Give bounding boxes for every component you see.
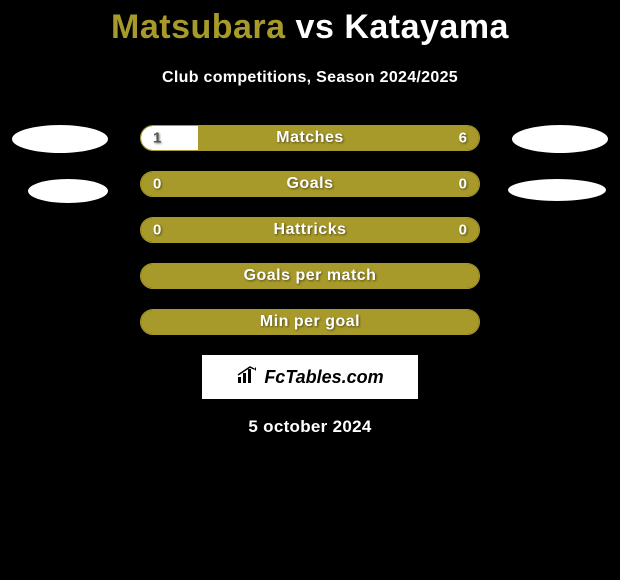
stat-value-right: 0 (459, 222, 467, 239)
logo-placeholder-icon (12, 125, 108, 153)
stat-value-right: 6 (459, 130, 467, 147)
player2-name: Katayama (344, 8, 509, 46)
stat-label: Min per goal (260, 313, 360, 331)
branding-badge: FcTables.com (202, 355, 418, 399)
team-logo-left (12, 125, 108, 203)
subtitle-text: Club competitions, Season 2024/2025 (0, 69, 620, 87)
stat-label: Hattricks (274, 221, 347, 239)
stat-row: Min per goal (140, 309, 480, 335)
stat-value-left: 0 (153, 222, 161, 239)
stat-value-right: 0 (459, 176, 467, 193)
stat-row: Goals 0 0 (140, 171, 480, 197)
main-container: Matsubara vs Katayama Club competitions,… (0, 0, 620, 437)
vs-separator: vs (296, 8, 335, 46)
stat-rows-container: Matches 1 6 Goals 0 0 Hattricks 0 0 Goals per mat… (140, 125, 480, 335)
player1-name: Matsubara (111, 8, 286, 46)
chart-icon (236, 365, 260, 390)
stat-value-left: 0 (153, 176, 161, 193)
stat-label: Goals (287, 175, 334, 193)
team-logo-right (512, 125, 608, 201)
stat-label: Matches (276, 129, 344, 147)
fctables-logo: FcTables.com (236, 365, 383, 390)
stat-row: Matches 1 6 (140, 125, 480, 151)
page-title: Matsubara vs Katayama (0, 0, 620, 47)
branding-text: FcTables.com (264, 367, 383, 388)
logo-placeholder-icon (28, 179, 108, 203)
stat-row: Goals per match (140, 263, 480, 289)
footer-date: 5 october 2024 (0, 417, 620, 437)
stat-value-left: 1 (153, 130, 161, 147)
logo-placeholder-icon (512, 125, 608, 153)
logo-placeholder-icon (508, 179, 606, 201)
stat-row: Hattricks 0 0 (140, 217, 480, 243)
stats-area: Matches 1 6 Goals 0 0 Hattricks 0 0 Goals per mat… (0, 125, 620, 437)
stat-fill-left (141, 126, 198, 150)
stat-label: Goals per match (244, 267, 377, 285)
